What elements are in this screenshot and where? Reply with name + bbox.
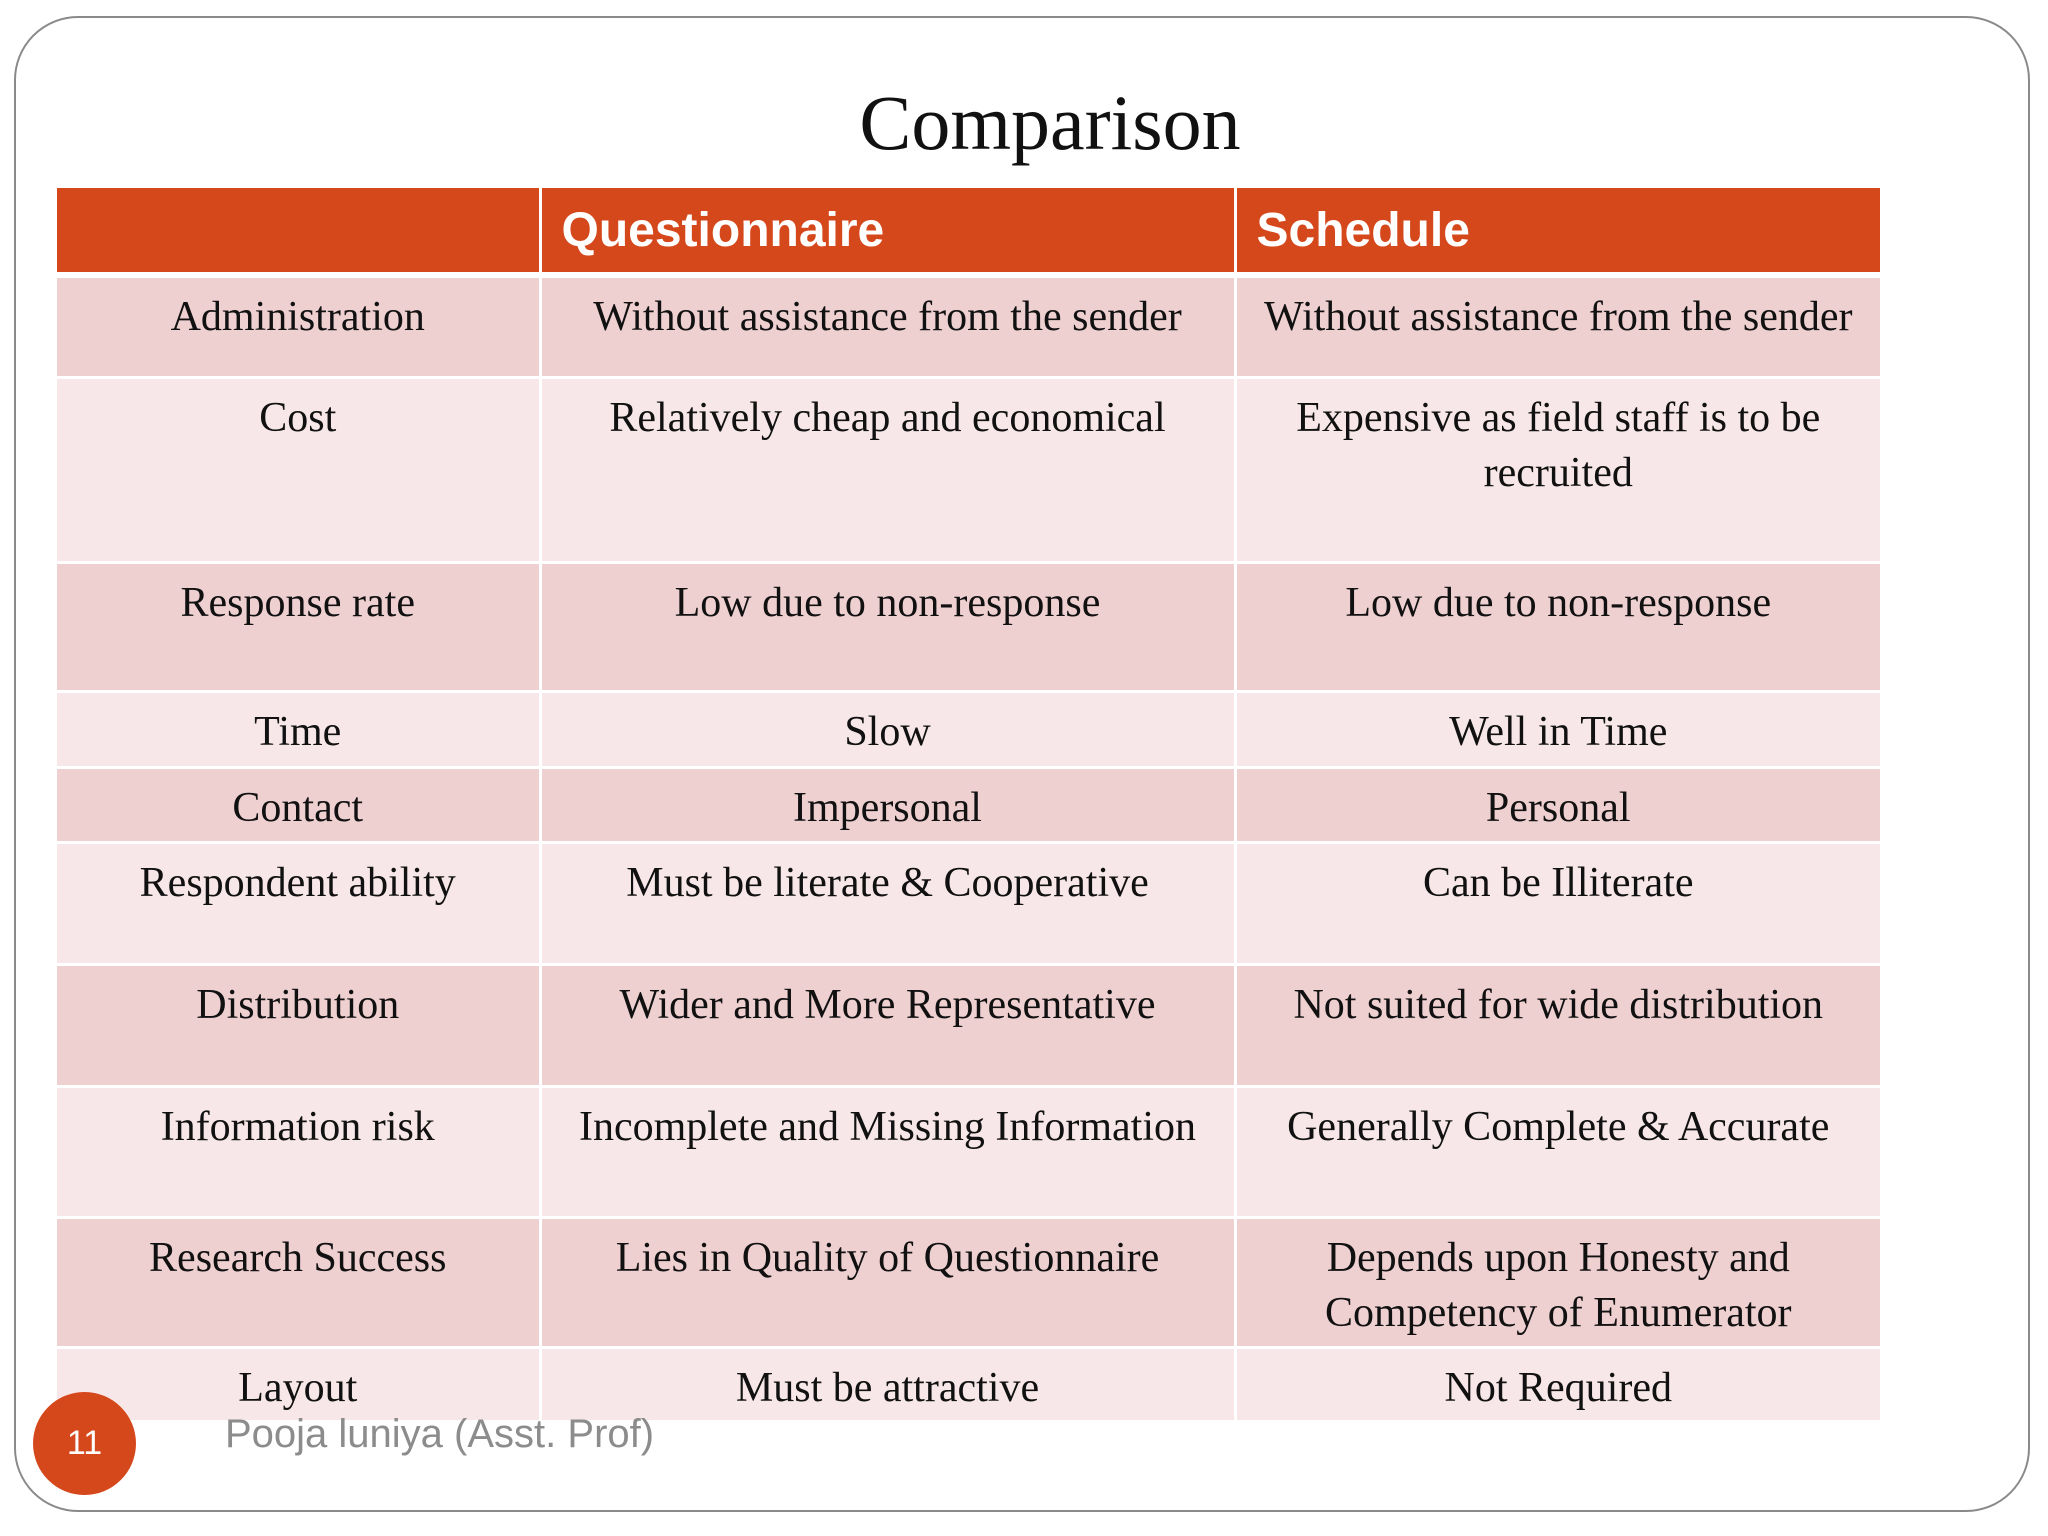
table-row: Contact Impersonal Personal: [57, 767, 1880, 844]
schedule-cell: Can be Illiterate: [1235, 842, 1880, 966]
row-label: Response rate: [57, 562, 542, 693]
header-cell-criteria: [57, 188, 542, 278]
schedule-cell: Depends upon Honesty and Competency of E…: [1235, 1217, 1880, 1349]
table-row: Information risk Incomplete and Missing …: [57, 1086, 1880, 1219]
table-row: Response rate Low due to non-response Lo…: [57, 562, 1880, 693]
schedule-cell: Low due to non-response: [1235, 562, 1880, 693]
questionnaire-cell: Low due to non-response: [540, 562, 1237, 693]
table-row: Respondent ability Must be literate & Co…: [57, 842, 1880, 966]
row-label: Cost: [57, 377, 542, 564]
table-row: Layout Must be attractive Not Required: [57, 1347, 1880, 1423]
row-label: Contact: [57, 767, 542, 844]
table-row: Distribution Wider and More Representati…: [57, 964, 1880, 1088]
schedule-cell: Not suited for wide distribution: [1235, 964, 1880, 1088]
schedule-cell: Expensive as field staff is to be recrui…: [1235, 377, 1880, 564]
row-label: Distribution: [57, 964, 542, 1088]
header-cell-questionnaire: Questionnaire: [540, 188, 1237, 278]
schedule-cell: Without assistance from the sender: [1235, 275, 1880, 379]
row-label: Administration: [57, 275, 542, 379]
schedule-cell: Generally Complete & Accurate: [1235, 1086, 1880, 1219]
page-number-badge: 11: [33, 1392, 136, 1495]
questionnaire-cell: Lies in Quality of Questionnaire: [540, 1217, 1237, 1349]
row-label: Respondent ability: [57, 842, 542, 966]
questionnaire-cell: Wider and More Representative: [540, 964, 1237, 1088]
footer-author: Pooja luniya (Asst. Prof): [225, 1412, 655, 1456]
schedule-cell: Well in Time: [1235, 691, 1880, 769]
questionnaire-cell: Without assistance from the sender: [540, 275, 1237, 379]
schedule-cell: Not Required: [1235, 1347, 1880, 1423]
table-row: Administration Without assistance from t…: [57, 275, 1880, 379]
questionnaire-cell: Must be literate & Cooperative: [540, 842, 1237, 966]
questionnaire-cell: Incomplete and Missing Information: [540, 1086, 1237, 1219]
questionnaire-cell: Must be attractive: [540, 1347, 1237, 1423]
questionnaire-cell: Relatively cheap and economical: [540, 377, 1237, 564]
header-cell-schedule: Schedule: [1235, 188, 1880, 278]
questionnaire-cell: Slow: [540, 691, 1237, 769]
slide-title: Comparison: [859, 79, 1241, 166]
table-row: Cost Relatively cheap and economical Exp…: [57, 377, 1880, 564]
table-row: Research Success Lies in Quality of Ques…: [57, 1217, 1880, 1349]
table-header-row: Questionnaire Schedule: [57, 188, 1880, 278]
table-row: Time Slow Well in Time: [57, 691, 1880, 769]
row-label: Research Success: [57, 1217, 542, 1349]
row-label: Information risk: [57, 1086, 542, 1219]
schedule-cell: Personal: [1235, 767, 1880, 844]
questionnaire-cell: Impersonal: [540, 767, 1237, 844]
row-label: Layout: [57, 1347, 542, 1423]
row-label: Time: [57, 691, 542, 769]
comparison-table: Questionnaire Schedule Administration Wi…: [57, 188, 1880, 1423]
